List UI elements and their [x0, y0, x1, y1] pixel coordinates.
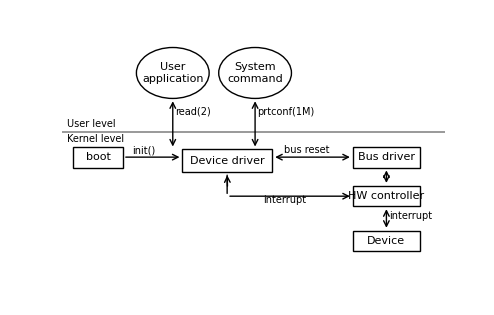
Text: interrupt: interrupt	[389, 211, 432, 221]
Text: Bus driver: Bus driver	[358, 152, 415, 162]
FancyBboxPatch shape	[353, 147, 420, 168]
Text: HW controller: HW controller	[348, 191, 424, 201]
Ellipse shape	[219, 48, 291, 98]
Text: Kernel level: Kernel level	[68, 134, 124, 144]
Ellipse shape	[136, 48, 209, 98]
Text: read(2): read(2)	[175, 107, 210, 117]
Text: Device: Device	[367, 236, 405, 246]
FancyBboxPatch shape	[182, 149, 272, 172]
Text: Device driver: Device driver	[190, 156, 265, 166]
Text: interrupt: interrupt	[263, 195, 306, 205]
Text: init(): init()	[132, 146, 156, 155]
Text: boot: boot	[85, 152, 111, 162]
Text: bus reset: bus reset	[284, 146, 329, 155]
Text: User
application: User application	[142, 62, 204, 84]
Text: System
command: System command	[227, 62, 283, 84]
FancyBboxPatch shape	[353, 231, 420, 251]
FancyBboxPatch shape	[353, 186, 420, 206]
Text: prtconf(1M): prtconf(1M)	[257, 107, 314, 117]
Text: User level: User level	[68, 119, 116, 129]
FancyBboxPatch shape	[73, 147, 123, 168]
